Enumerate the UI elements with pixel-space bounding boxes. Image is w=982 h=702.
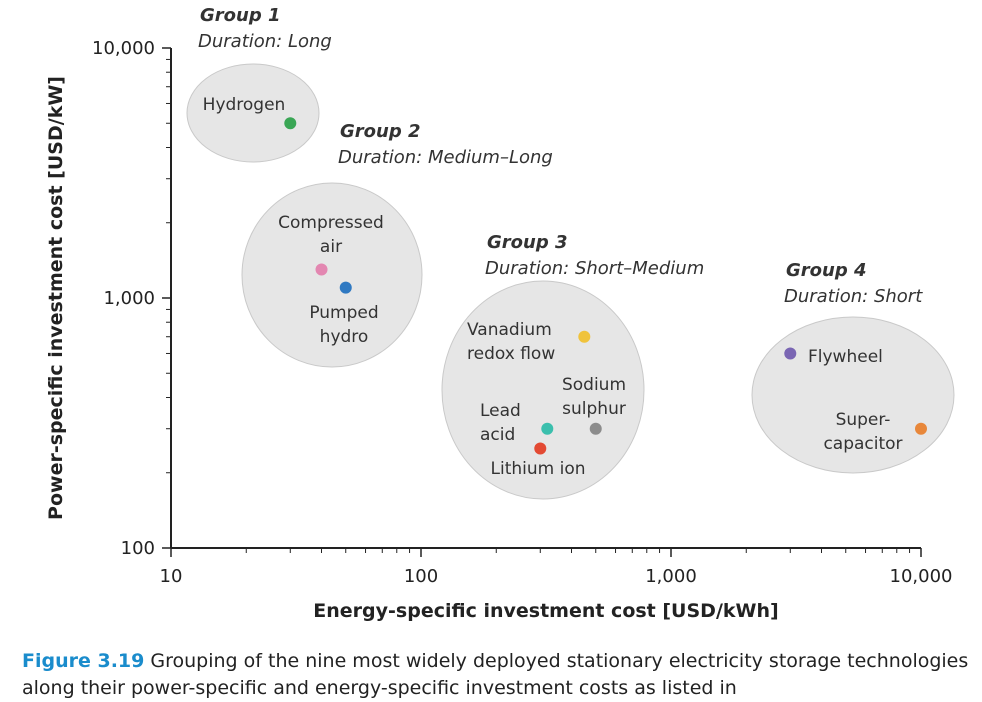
y-axis-title: Power-specific investment cost [USD/kW] (45, 76, 67, 520)
y-tick-label: 100 (121, 538, 155, 559)
group-2-ellipse (241, 182, 423, 368)
group-2-name: Group 2 (340, 121, 421, 142)
group-ellipses (186, 63, 955, 500)
point-labels: Hydrogen Compressed air Pumped hydro Vanadium… (203, 95, 903, 479)
lead-acid-point (541, 422, 554, 435)
figure-label: Figure 3.19 (22, 650, 145, 672)
compressed-air-label-line: air (320, 237, 342, 257)
x-tick-label: 1,000 (645, 566, 697, 587)
pumped-hydro-label-line: hydro (320, 327, 369, 347)
data-points (284, 117, 927, 455)
vanadium-redox-flow-point (578, 330, 591, 343)
lithium-ion-label: Lithium ion (491, 459, 586, 479)
compressed-air-point (315, 263, 328, 276)
vanadium-redox-flow-label-line: Vanadium (467, 320, 552, 340)
flywheel-label-line: Flywheel (808, 347, 883, 367)
group-4-ellipse (751, 316, 955, 474)
group-2-duration: Duration: Medium–Long (338, 147, 553, 168)
sodium-sulphur-point (589, 422, 602, 435)
x-tick-label: 10 (160, 566, 183, 587)
lead-acid-label-line: acid (480, 425, 515, 445)
flywheel-point (784, 347, 797, 360)
lead-acid-label-line: Lead (480, 401, 521, 421)
group-4-duration: Duration: Short (784, 286, 923, 307)
sodium-sulphur-label: Sodium sulphur (562, 375, 626, 419)
supercapacitor-label: Super-capacitor (823, 410, 902, 454)
sodium-sulphur-label-line: Sodium (562, 375, 626, 395)
y-tick-label: 10,000 (92, 38, 155, 59)
group-3-duration: Duration: Short–Medium (485, 258, 704, 279)
pumped-hydro-label: Pumped hydro (309, 303, 378, 347)
group-3-ellipse (441, 280, 645, 500)
supercapacitor-label-line: Super- (836, 410, 891, 430)
lithium-ion-point (534, 442, 547, 455)
group-4-name: Group 4 (786, 260, 867, 281)
group-1-duration: Duration: Long (198, 31, 332, 52)
x-axis-title: Energy-specific investment cost [USD/kWh… (313, 600, 778, 622)
group-3-name: Group 3 (487, 232, 568, 253)
compressed-air-label-line: Compressed (278, 213, 384, 233)
pumped-hydro-label-line: Pumped (309, 303, 378, 323)
caption-text: Grouping of the nine most widely deploye… (22, 650, 969, 699)
group-1-ellipse (186, 63, 320, 163)
sodium-sulphur-label-line: sulphur (562, 399, 626, 419)
x-tick-label: 100 (404, 566, 438, 587)
group-titles: Group 1 Duration: Long Group 2 Duration: Me… (198, 5, 923, 307)
supercapacitor-label-line: capacitor (823, 434, 902, 454)
x-tick-label: 10,000 (890, 566, 953, 587)
y-tick-label: 1,000 (103, 288, 155, 309)
flywheel-label: Flywheel (808, 347, 883, 367)
vanadium-redox-flow-label-line: redox flow (467, 344, 555, 364)
supercapacitor-point (915, 422, 927, 435)
compressed-air-label: Compressed air (278, 213, 384, 257)
hydrogen-label: Hydrogen (203, 95, 286, 115)
lead-acid-label: Lead acid (480, 401, 521, 445)
vanadium-redox-flow-label: Vanadium redox flow (467, 320, 555, 364)
pumped-hydro-point (339, 281, 352, 294)
lithium-ion-label-line: Lithium ion (491, 459, 586, 479)
hydrogen-label-line: Hydrogen (203, 95, 286, 115)
hydrogen-point (284, 117, 297, 130)
group-1-name: Group 1 (200, 5, 281, 26)
figure-caption: Figure 3.19 Grouping of the nine most wid… (22, 648, 972, 702)
